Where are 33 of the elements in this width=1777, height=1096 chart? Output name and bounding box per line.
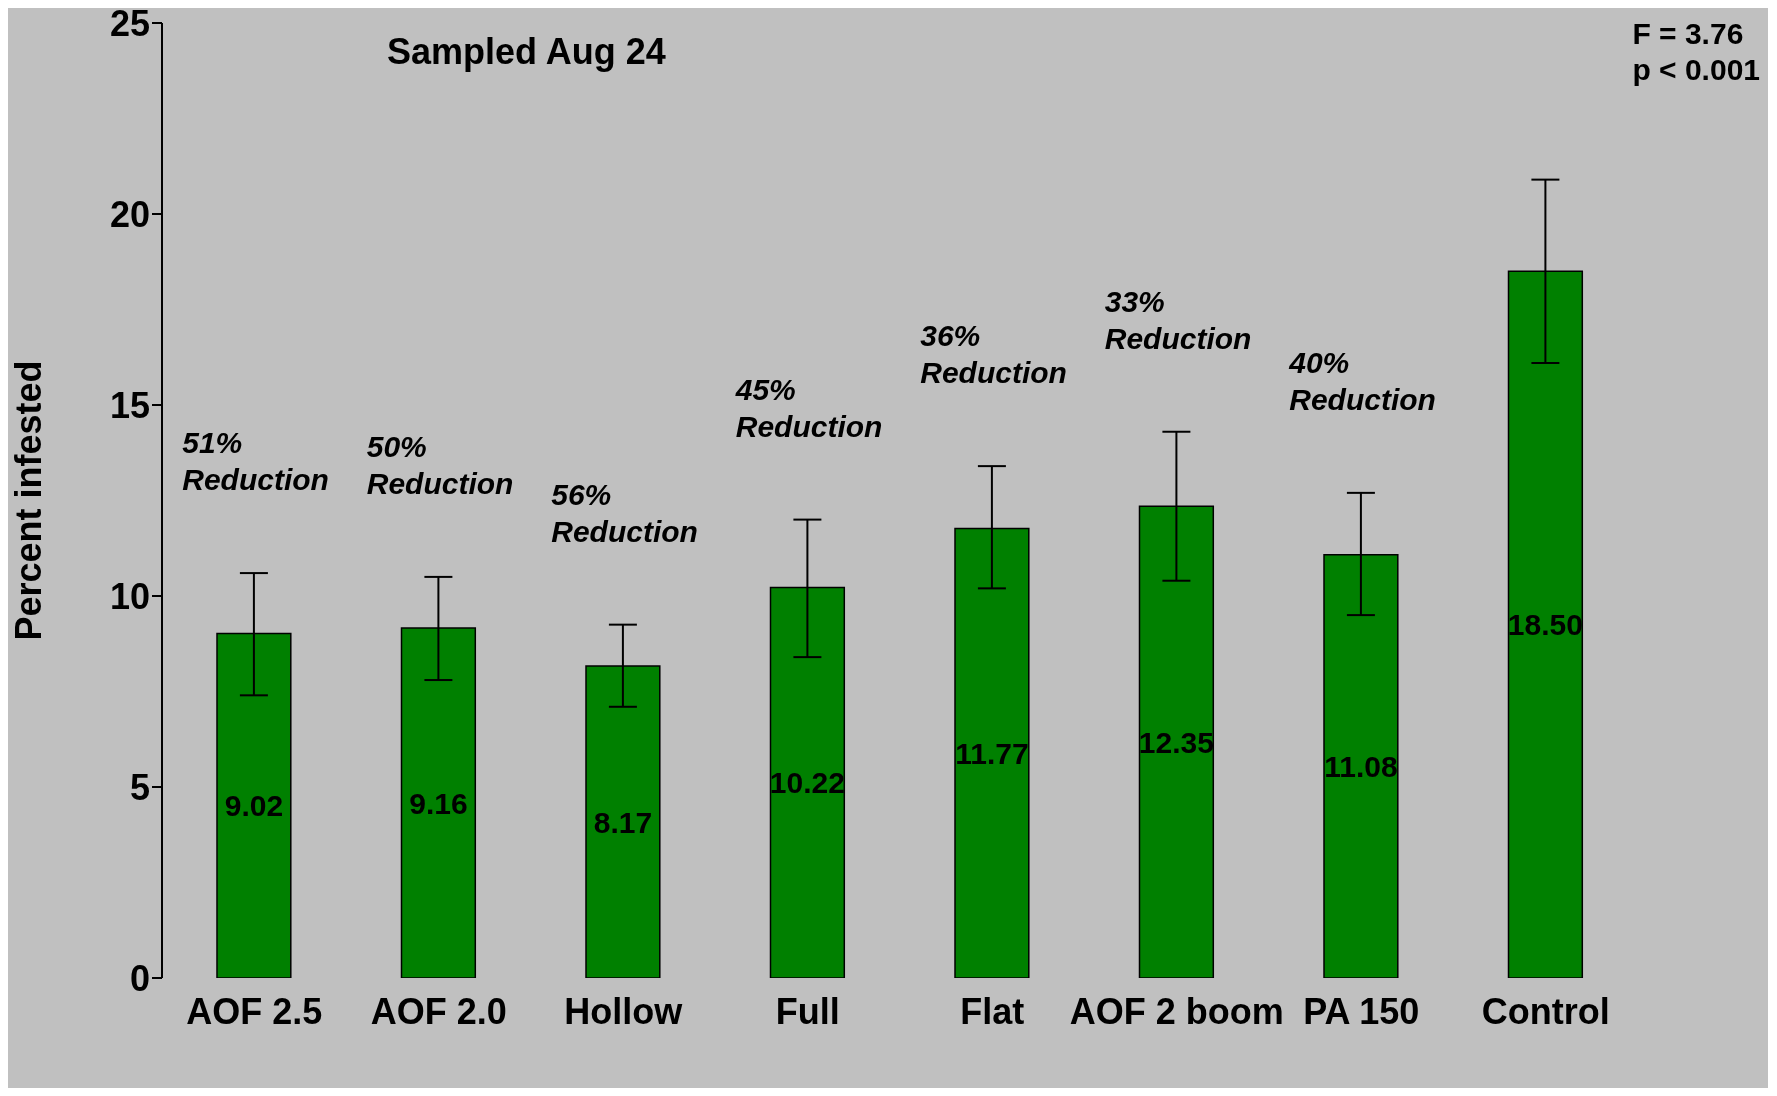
annotation: 40% Reduction — [1289, 344, 1437, 418]
y-tick-label: 25 — [109, 2, 150, 44]
x-tick-label: Hollow — [564, 990, 684, 1032]
x-tick-label: PA 150 — [1303, 990, 1420, 1032]
x-tick-label: AOF 2 boom — [1069, 990, 1284, 1032]
chart-title: Sampled Aug 24 — [387, 31, 666, 73]
annotation: p < 0.001 — [1632, 52, 1760, 88]
data-label: 11.77 — [955, 736, 1029, 770]
x-tick-label: Flat — [960, 990, 1025, 1032]
y-tick-label: 5 — [129, 766, 150, 808]
annotation: 51% Reduction — [182, 425, 330, 499]
data-label: 12.35 — [1138, 725, 1214, 759]
x-tick-label: AOF 2.5 — [186, 990, 323, 1032]
y-tick-label: 0 — [129, 957, 150, 999]
y-axis-title: Percent infested — [7, 360, 49, 641]
data-label: 9.02 — [224, 789, 284, 823]
annotation: 36% Reduction — [920, 318, 1068, 392]
data-label: 18.50 — [1507, 608, 1583, 642]
y-tick-label: 15 — [109, 384, 150, 426]
x-tick-label: Control — [1481, 990, 1610, 1032]
y-tick-label: 10 — [109, 575, 150, 617]
data-label: 11.08 — [1324, 750, 1398, 784]
annotation: 50% Reduction — [366, 428, 515, 502]
y-tick-label: 20 — [109, 193, 150, 235]
data-label: 9.16 — [409, 786, 468, 820]
annotation: 45% Reduction — [735, 371, 884, 445]
annotation: F = 3.76 — [1632, 16, 1745, 52]
data-label: 10.22 — [769, 766, 845, 800]
annotation: 56% Reduction — [551, 476, 699, 550]
x-tick-label: AOF 2.0 — [370, 990, 507, 1032]
x-tick-label: Full — [775, 990, 840, 1032]
annotation: 33% Reduction — [1104, 283, 1253, 357]
data-label: 8.17 — [593, 805, 653, 839]
